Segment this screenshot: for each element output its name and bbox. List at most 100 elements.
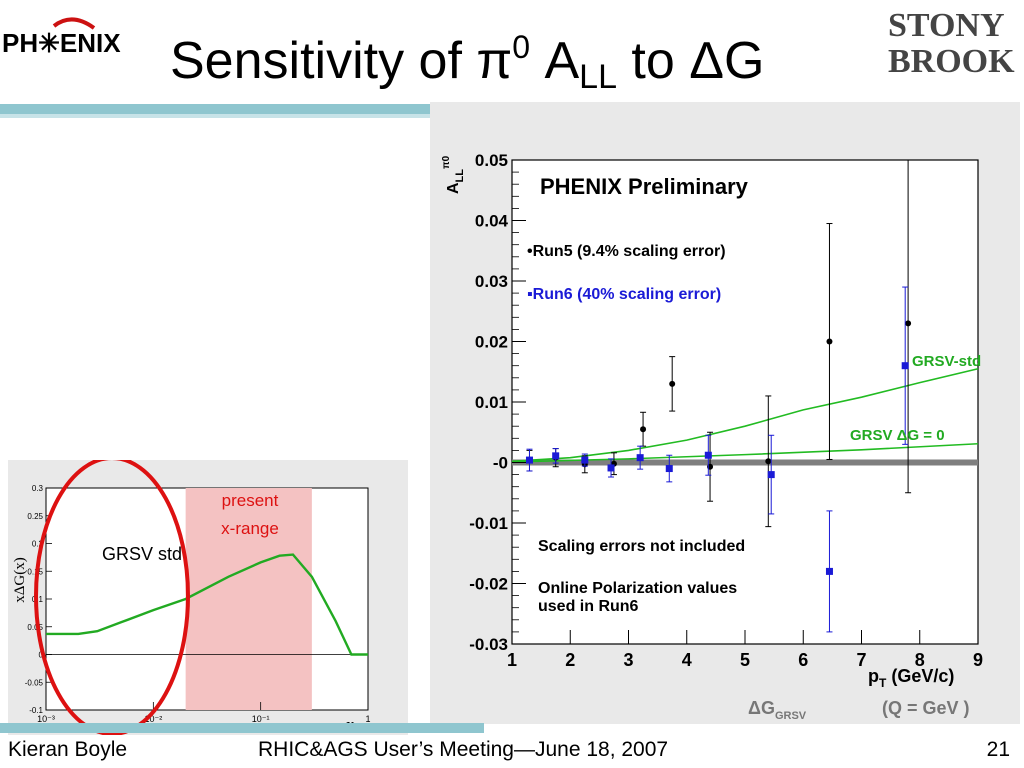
run5-point [765,458,772,465]
x-tick-label: 9 [973,650,983,670]
main-x-axis-label: pT (GeV/c) [868,666,954,690]
run6-point [636,454,644,462]
footer-rule [0,723,484,733]
inset-grsv-std-curve [46,553,368,656]
main-chart-title: PHENIX Preliminary [540,174,749,199]
phenix-logo: PH✳ENIX [2,17,121,58]
run6-point [552,452,560,460]
partial-dg-sub: GRSV [775,710,807,722]
inset-y-tick-label: -0.05 [25,678,44,687]
inset-curve-group [46,553,368,656]
x-tick-label: 7 [856,650,866,670]
inset-x-tick-label: 1 [365,714,370,724]
present-x-range-band [185,488,312,710]
inset-y-tick-label: 0.2 [32,540,44,549]
y-tick-label: 0.04 [475,212,509,231]
main-plot-frame [511,159,979,645]
data-points-group [525,160,912,633]
footer-page-number: 21 [986,738,1010,761]
run6-point [704,451,712,459]
partial-q-label: (Q = GeV ) [882,698,970,718]
footer-meeting: RHIC&AGS User’s Meeting—June 18, 2007 [258,738,669,761]
title-suffix: to ΔG [616,32,765,90]
curve-grsv-std [511,367,979,463]
inset-y-tick-label: -0.1 [29,706,43,715]
inset-y-axis-label: xΔG(x) [12,557,28,602]
x-tick-label: 1 [507,650,517,670]
x-tick-label: 2 [565,650,575,670]
present-label: present [222,491,279,510]
y-label-sub: LL [454,169,466,183]
inset-y-axis-label-group: xΔG(x) [12,557,28,602]
run6-point [901,362,909,370]
zero-band [512,459,978,466]
y-tick-label: 0.03 [475,272,508,291]
annotation-scaling: Scaling errors not included [538,538,745,555]
x-label-main: p [868,666,879,686]
run5-point [669,380,676,387]
y-tick-label: 0.05 [475,151,508,170]
x-tick-label: 6 [798,650,808,670]
stony-brook-line1: STONY [888,7,1005,44]
y-tick-label: 0.02 [475,333,508,352]
grsv-std-label: GRSV std [102,544,182,564]
phenix-logo-text: PH✳ENIX [2,28,121,58]
title-sup: 0 [512,29,531,65]
footer-author: Kieran Boyle [8,738,128,761]
y-label-main: A [445,182,462,194]
x-tick-label: 5 [740,650,750,670]
run6-point [581,456,589,464]
theory-curves-group [511,367,979,463]
run5-point [640,426,647,433]
annotation-polarization-1: Online Polarization values [538,580,737,597]
y-tick-label: 0.01 [475,393,508,412]
svg-text:ALLπ0: ALLπ0 [441,155,466,194]
y-tick-label: -0.02 [469,575,508,594]
annotation-polarization-2: used in Run6 [538,598,639,615]
inset-x-tick-label: 10⁻² [144,714,162,724]
x-tick-label: 3 [623,650,633,670]
y-label-sup: π0 [441,155,452,169]
partial-dg-label: ΔGGRSV [748,698,807,722]
inset-x-tick-label: 10⁻³ [37,714,55,724]
y-tick-label: -0.03 [469,635,508,654]
title-sub: LL [579,58,617,96]
main-y-axis-label: ALLπ0 [441,155,466,194]
title-rule-light [0,114,430,118]
y-tick-label: -0.01 [469,514,508,533]
x-label-unit: (GeV/c) [886,666,954,686]
run6-point [525,456,533,464]
zero-band-group [512,459,978,466]
slide-title: Sensitivity of π0 ALL to ΔG [170,12,890,112]
legend-run6: ▪Run6 (40% scaling error) [527,286,721,303]
all-vs-pt-chart: -0.03 -0.02 -0.01 -0 0.01 0.02 0.03 0.04 0.05 1 2 3… [430,102,1020,724]
low-x-highlight-ellipse [34,460,190,735]
run6-point [665,465,673,473]
title-rule [0,104,430,114]
x-tick-label: 8 [915,650,925,670]
run6-point [825,567,833,575]
title-prefix: Sensitivity of π [170,32,513,90]
run5-point [826,338,833,345]
inset-y-tick-label: 0.3 [32,484,44,493]
curve-grsv-dg0 [511,442,979,463]
y-tick-label: -0 [493,454,508,473]
x-tick-label: 4 [682,650,692,670]
stony-brook-line2: BROOK [888,43,1015,80]
title-a: A [530,32,580,90]
inset-y-tick-label: 0 [39,651,44,660]
run6-point [767,471,775,479]
axis-ticks-group: -0.03 -0.02 -0.01 -0 0.01 0.02 0.03 0.04 0.05 1 2 3… [469,151,983,670]
curve-label-grsv-dg0: GRSV ΔG = 0 [850,427,945,444]
curve-label-grsv-std: GRSV-std [912,353,981,370]
inset-y-tick-label: 0.25 [27,512,43,521]
x-label-sub: T [879,676,887,690]
run6-point [607,464,615,472]
legend-run5: •Run5 (9.4% scaling error) [527,243,726,260]
stony-brook-logo: STONY BROOK [888,7,1015,80]
inset-y-tick-label: 0.05 [27,623,43,632]
run5-point [905,320,912,327]
x-range-label: x-range [221,519,279,538]
partial-dg: ΔG [748,698,775,718]
